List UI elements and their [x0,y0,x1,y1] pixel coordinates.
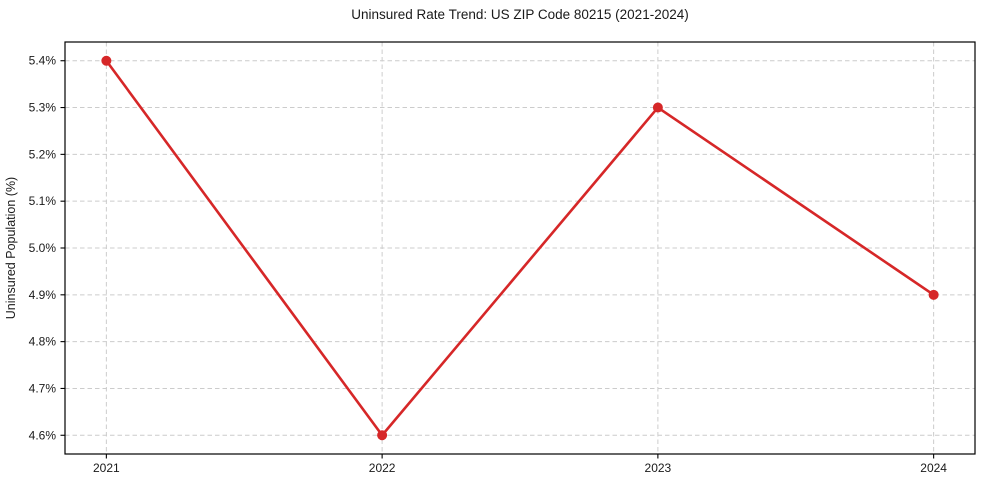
data-point [928,289,939,300]
x-tick-label: 2023 [645,461,672,475]
x-tick-label: 2024 [920,461,947,475]
y-tick-label: 4.8% [29,335,57,349]
y-tick-label: 5.3% [29,101,57,115]
x-tick-label: 2022 [369,461,396,475]
y-tick-label: 5.4% [29,54,57,68]
y-tick-label: 4.6% [29,428,57,442]
chart-layer: 2021 2022 2023 2024 4.6% 4.7% 4.8% 4.9% 5.0% 5.1%… [29,41,976,475]
y-axis-label: Uninsured Population (%) [4,177,18,319]
data-point [652,102,663,113]
y-tick-label: 5.0% [29,241,57,255]
y-tick-label: 5.2% [29,147,57,161]
chart-title: Uninsured Rate Trend: US ZIP Code 80215 … [351,7,689,22]
y-tick-label: 4.7% [29,381,57,395]
y-tick-label: 4.9% [29,288,57,302]
data-point [377,430,388,441]
y-tick-label: 5.1% [29,194,57,208]
trend-line [105,59,935,437]
data-point [101,55,112,66]
x-tick-label: 2021 [93,461,120,475]
